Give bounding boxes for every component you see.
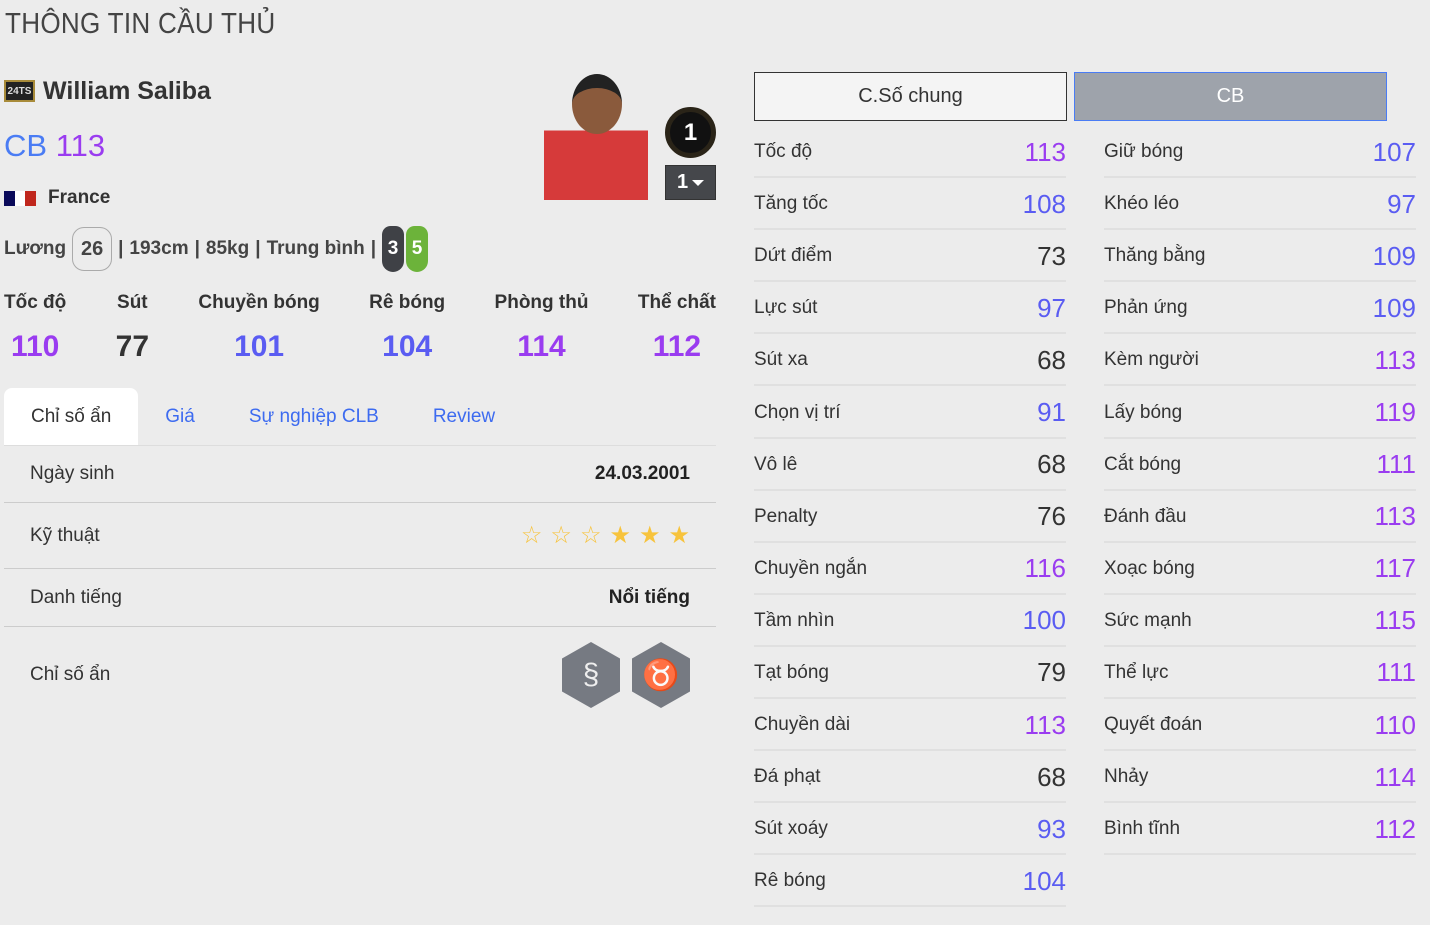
player-photo — [544, 74, 648, 200]
attribute-row: Sút xoáy 93 — [754, 803, 1066, 856]
attribute-row: Lực sút 97 — [754, 282, 1066, 335]
main-stat: Chuyền bóng 101 — [198, 292, 320, 363]
attribute-row: Bình tĩnh 112 — [1104, 803, 1416, 856]
attribute-row: Chuyền ngắn 116 — [754, 543, 1066, 595]
attribute-row: Đá phạt 68 — [754, 751, 1066, 804]
chevron-down-icon — [692, 179, 705, 186]
details-table: Ngày sinh 24.03.2001 Kỹ thuật ☆ ☆ ☆ ★ ★ ★ Danh … — [4, 446, 716, 723]
general-stats-button[interactable]: C.Số chung — [754, 72, 1067, 121]
season-logo: 24TS — [4, 80, 35, 102]
star-empty-icon: ☆ — [550, 522, 572, 549]
position-stats-button[interactable]: CB — [1074, 72, 1387, 121]
star-filled-icon: ★ — [609, 522, 631, 549]
attribute-row: Vô lê 68 — [754, 439, 1066, 491]
attribute-row: Phản ứng 109 — [1104, 282, 1416, 335]
attribute-row: Giữ bóng 107 — [1104, 126, 1416, 179]
attribute-row: Chuyền dài 113 — [754, 699, 1066, 752]
tabs: Chỉ số ẩn Giá Sự nghiệp CLB Review — [4, 388, 716, 446]
main-stat: Sút 77 — [115, 292, 150, 363]
nation: France — [4, 184, 716, 212]
attribute-row: Rê bóng 104 — [754, 855, 1066, 908]
tab[interactable]: Giá — [165, 405, 195, 427]
row-birth: Ngày sinh 24.03.2001 — [4, 446, 716, 503]
salary-badge: 26 — [72, 227, 113, 271]
player-info: Lương 26 | 193cm | 85kg | Trung bình | 3 5 — [4, 226, 716, 272]
attributes-left: Tốc độ 113 Tăng tốc 108 Dứt điểm 73 Lực sút 97 S… — [754, 126, 1066, 908]
weak-foot-icon: 3 5 — [382, 226, 429, 272]
attribute-row: Kèm người 113 — [1104, 334, 1416, 387]
page-title: THÔNG TIN CẦU THỦ — [5, 8, 276, 40]
attribute-row: Sút xa 68 — [754, 334, 1066, 387]
attribute-row: Tạt bóng 79 — [754, 647, 1066, 700]
level-select[interactable]: 1 — [665, 165, 716, 200]
bull-icon[interactable]: ♉ — [632, 642, 690, 708]
attribute-row: Dứt điểm 73 — [754, 230, 1066, 283]
attribute-row: Quyết đoán 110 — [1104, 699, 1416, 752]
main-stat: Rê bóng 104 — [369, 292, 446, 363]
row-skill: Kỹ thuật ☆ ☆ ☆ ★ ★ ★ — [4, 503, 716, 569]
attribute-row: Sức mạnh 115 — [1104, 595, 1416, 647]
rank-badge: 1 — [665, 107, 716, 158]
attribute-row: Thể lực 111 — [1104, 647, 1416, 700]
attribute-row: Cắt bóng 111 — [1104, 439, 1416, 491]
tab[interactable]: Review — [432, 405, 496, 427]
main-stat: Phòng thủ 114 — [494, 292, 589, 363]
tab[interactable]: Chỉ số ẩn — [4, 388, 139, 445]
star-empty-icon: ☆ — [520, 522, 543, 549]
position-rating: CB 113 — [4, 128, 106, 163]
star-empty-icon: ☆ — [579, 522, 602, 549]
attribute-row: Lấy bóng 119 — [1104, 386, 1416, 439]
attribute-row: Penalty 76 — [754, 491, 1066, 543]
attribute-row: Chọn vị trí 91 — [754, 386, 1066, 439]
main-stat: Thể chất 112 — [637, 292, 716, 363]
tab[interactable]: Sự nghiệp CLB — [248, 405, 379, 427]
attribute-row: Thăng bằng 109 — [1104, 230, 1416, 283]
row-traits: Chỉ số ẩn § ♉ — [4, 627, 716, 723]
player-header: 24TS William Saliba CB 113 France Lương … — [4, 70, 716, 272]
attribute-row: Xoạc bóng 117 — [1104, 543, 1416, 595]
attribute-row: Nhảy 114 — [1104, 751, 1416, 804]
france-flag-icon — [4, 190, 37, 206]
attribute-row: Tầm nhìn 100 — [754, 595, 1066, 647]
attribute-row: Đánh đầu 113 — [1104, 491, 1416, 543]
attribute-row: Tốc độ 113 — [754, 126, 1066, 179]
row-fame: Danh tiếng Nổi tiếng — [4, 569, 716, 627]
skill-stars: ☆ ☆ ☆ ★ ★ ★ — [521, 521, 690, 550]
star-filled-icon: ★ — [638, 522, 661, 549]
snake-icon[interactable]: § — [562, 642, 620, 708]
attribute-row: Tăng tốc 108 — [754, 178, 1066, 231]
attributes-right: Giữ bóng 107 Khéo léo 97 Thăng bằng 109 Phản ứ… — [1104, 126, 1416, 856]
main-stats: Tốc độ 110 Sút 77 Chuyền bóng 101 Rê bóng 104 Ph… — [4, 292, 716, 364]
player-name: William Saliba — [43, 76, 211, 105]
main-stat: Tốc độ 110 — [4, 292, 67, 363]
star-filled-icon: ★ — [668, 522, 690, 549]
attribute-row: Khéo léo 97 — [1104, 178, 1416, 231]
